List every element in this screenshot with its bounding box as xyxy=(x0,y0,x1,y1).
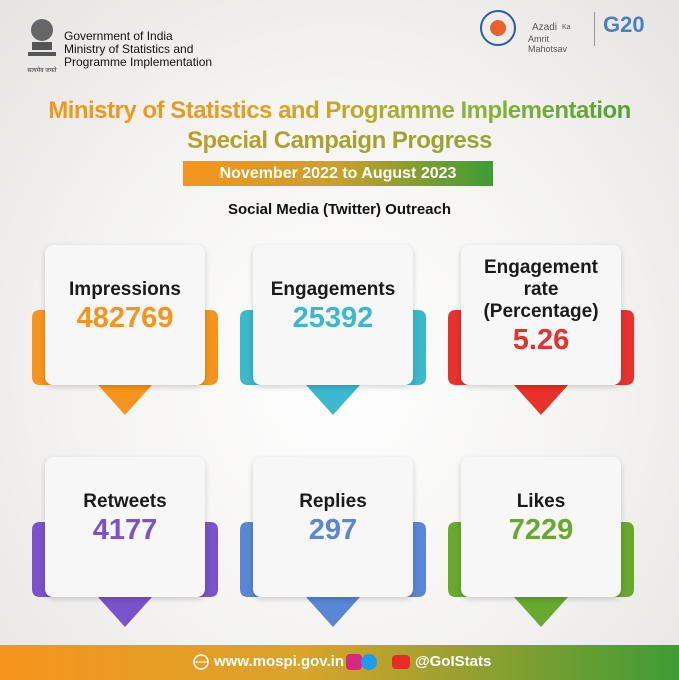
card-label: Retweets xyxy=(83,491,167,512)
card: Engagement rate (Percentage) 5.26 xyxy=(448,245,634,417)
g20-logo: G20 xyxy=(603,12,645,37)
card-label: Engagement rate (Percentage) xyxy=(483,257,599,322)
card-box: Retweets 4177 xyxy=(45,457,205,597)
org-line: Programme Implementation xyxy=(64,55,213,69)
card-value: 5.26 xyxy=(512,324,570,356)
org-name: Government of India Ministry of Statisti… xyxy=(64,30,212,69)
period: November 2022 to August 2023 xyxy=(183,161,493,186)
org-line: Government of India xyxy=(64,29,173,43)
website: www.mospi.gov.in xyxy=(214,653,345,670)
card-box: Replies 297 xyxy=(253,457,413,597)
footer xyxy=(0,645,679,680)
emblem xyxy=(28,19,56,56)
web-icon xyxy=(193,654,209,670)
title: Special Campaign Progress xyxy=(0,127,679,155)
card-box: Impressions 482769 xyxy=(45,245,205,385)
card: Replies 297 xyxy=(240,457,426,629)
card-box: Likes 7229 xyxy=(461,457,621,597)
card-label: Likes xyxy=(516,491,566,512)
handle: @GoIStats xyxy=(415,653,492,670)
divider xyxy=(594,12,595,46)
card: Retweets 4177 xyxy=(32,457,218,629)
card: Likes 7229 xyxy=(448,457,634,629)
card: Engagements 25392 xyxy=(240,245,426,417)
title: Ministry of Statistics and Programme Imp… xyxy=(0,97,679,125)
logo-text: Ka xyxy=(562,24,571,31)
card-box: Engagement rate (Percentage) 5.26 xyxy=(461,245,621,385)
card-box: Engagements 25392 xyxy=(253,245,413,385)
emblem-caption: सत्यमेव जयते xyxy=(27,68,57,74)
card-value: 297 xyxy=(308,514,358,546)
card-value: 25392 xyxy=(292,302,374,334)
card-label: Engagements xyxy=(270,279,396,300)
card-label: Replies xyxy=(299,491,367,512)
card-value: 4177 xyxy=(92,514,158,546)
azadi-logo: Azadi Ka Amrit Mahotsav xyxy=(524,10,586,54)
subtitle: Social Media (Twitter) Outreach xyxy=(227,201,452,218)
logo-text: Amrit Mahotsav xyxy=(528,34,568,54)
logo-text: Azadi xyxy=(532,22,558,33)
card-label: Impressions xyxy=(69,279,181,300)
card-value: 7229 xyxy=(508,514,574,546)
card: Impressions 482769 xyxy=(32,245,218,417)
social-icons xyxy=(346,654,410,670)
org-line: Ministry of Statistics and xyxy=(64,42,194,56)
nso-logo xyxy=(480,10,516,46)
card-value: 482769 xyxy=(76,302,174,334)
